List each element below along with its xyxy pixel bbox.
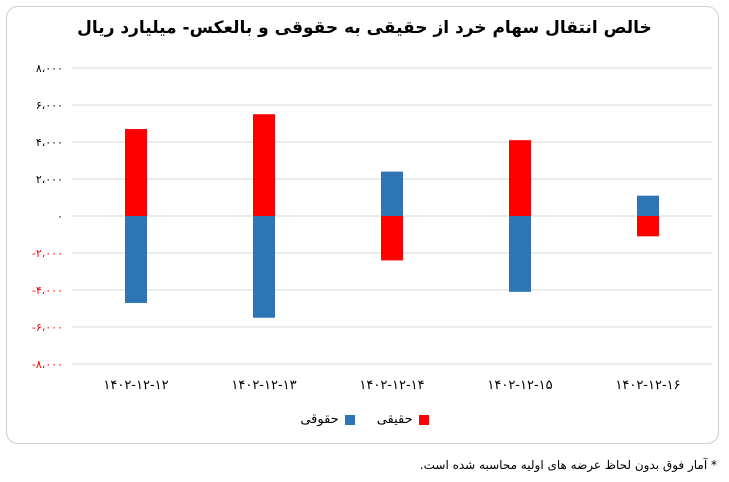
x-tick-label: ۱۴۰۲-۱۲-۱۲ [103,378,168,393]
bar-haghighi [253,114,275,216]
legend-swatch-haghighi [418,414,429,425]
chart-title: خالص انتقال سهام خرد از حقیقی به حقوقی و… [77,18,652,38]
y-tick-labels: ۸،۰۰۰ ۶،۰۰۰ ۴،۰۰۰ ۲،۰۰۰ ۰ -۲،۰۰۰ -۴،۰۰۰ -۶،۰۰۰ -… [32,62,63,371]
legend-item-hoghoghi: حقوقی [300,412,355,427]
legend-item-haghighi: حقیقی [377,412,429,427]
bar-hoghoghi [125,216,147,303]
legend-swatch-hoghoghi [344,414,355,425]
legend: حقیقی حقوقی [0,412,729,427]
grid-layer [72,67,712,365]
y-tick-label: ۸،۰۰۰ [36,62,63,75]
bar-hoghoghi [509,216,531,292]
x-tick-label: ۱۴۰۲-۱۲-۱۵ [487,378,552,393]
bar-hoghoghi [381,171,403,216]
y-tick-label: ۲،۰۰۰ [36,173,63,186]
x-tick-labels: ۱۴۰۲-۱۲-۱۲ ۱۴۰۲-۱۲-۱۳ ۱۴۰۲-۱۲-۱۴ ۱۴۰۲-۱۲-۱۵… [103,378,680,393]
bar-hoghoghi [253,216,275,318]
bar-hoghoghi [637,195,659,216]
bar-haghighi [125,129,147,216]
bar-haghighi [509,140,531,216]
footnote: * آمار فوق بدون لحاظ عرضه های اولیه محاس… [419,458,717,472]
bar-haghighi [381,216,403,261]
y-tick-label: ۶،۰۰۰ [36,99,63,112]
bar-layer [125,114,659,318]
legend-label-hoghoghi: حقوقی [300,412,339,427]
y-tick-label: -۲،۰۰۰ [32,247,63,260]
legend-label-haghighi: حقیقی [376,412,413,427]
y-tick-label: -۶،۰۰۰ [32,321,63,334]
bar-haghighi [637,216,659,237]
y-tick-label: -۸،۰۰۰ [32,358,63,371]
y-tick-label: ۰ [57,210,63,223]
x-tick-label: ۱۴۰۲-۱۲-۱۶ [615,378,680,393]
x-tick-label: ۱۴۰۲-۱۲-۱۴ [359,378,424,393]
chart-card [6,6,719,444]
y-tick-label: -۴،۰۰۰ [32,284,63,297]
x-tick-label: ۱۴۰۲-۱۲-۱۳ [231,378,296,393]
y-tick-label: ۴،۰۰۰ [36,136,63,149]
